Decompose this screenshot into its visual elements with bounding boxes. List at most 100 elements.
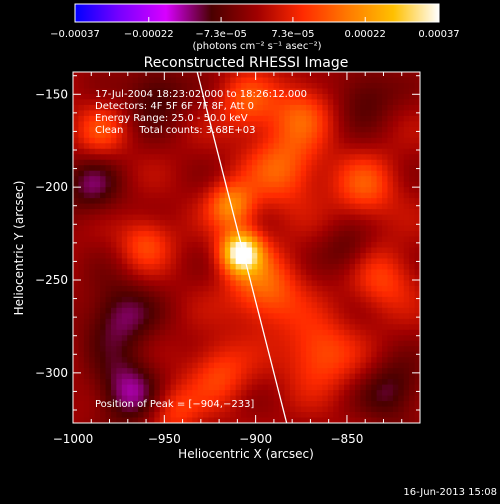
heatmap-cell	[83, 247, 90, 254]
heatmap-cell	[295, 373, 302, 380]
annotation-line: Detectors: 4F 5F 6F 7F 8F, Att 0	[95, 101, 254, 112]
heatmap-cell	[78, 209, 85, 216]
heatmap-cell	[192, 132, 199, 139]
heatmap-cell	[409, 132, 416, 139]
heatmap-cell	[241, 187, 248, 194]
heatmap-cell	[110, 296, 117, 303]
heatmap-cell	[268, 126, 275, 133]
heatmap-cell	[279, 148, 286, 155]
heatmap-cell	[197, 373, 204, 380]
heatmap-cell	[219, 357, 226, 364]
heatmap-cell	[403, 93, 410, 101]
heatmap-cell	[273, 165, 280, 172]
heatmap-cell	[94, 307, 101, 314]
heatmap-cell	[398, 307, 405, 314]
heatmap-cell	[409, 170, 416, 177]
heatmap-cell	[354, 154, 361, 161]
heatmap-cell	[251, 362, 258, 369]
heatmap-cell	[322, 198, 329, 205]
heatmap-cell	[241, 104, 248, 111]
heatmap-cell	[246, 115, 253, 122]
heatmap-cell	[316, 329, 323, 336]
heatmap-cell	[344, 379, 351, 386]
heatmap-cell	[192, 121, 199, 128]
heatmap-cell	[235, 77, 242, 84]
heatmap-cell	[73, 137, 80, 144]
heatmap-cell	[262, 170, 269, 177]
heatmap-cell	[251, 176, 258, 183]
heatmap-cell	[203, 346, 210, 353]
heatmap-cell	[284, 401, 291, 408]
heatmap-cell	[176, 165, 183, 172]
heatmap-cell	[241, 126, 248, 133]
heatmap-cell	[213, 340, 220, 347]
heatmap-cell	[89, 159, 96, 166]
heatmap-cell	[289, 395, 296, 402]
heatmap-cell	[230, 159, 237, 166]
heatmap-cell	[165, 280, 172, 287]
heatmap-cell	[300, 93, 307, 101]
heatmap-cell	[208, 313, 215, 320]
heatmap-cell	[349, 192, 356, 199]
heatmap-cell	[246, 247, 253, 254]
heatmap-cell	[159, 324, 166, 331]
heatmap-cell	[148, 225, 155, 232]
heatmap-cell	[376, 192, 383, 199]
heatmap-cell	[322, 362, 329, 369]
heatmap-cell	[110, 412, 117, 419]
heatmap-cell	[78, 220, 85, 227]
heatmap-cell	[154, 335, 161, 342]
heatmap-cell	[89, 329, 96, 336]
heatmap-cell	[89, 302, 96, 309]
heatmap-cell	[382, 351, 389, 358]
heatmap-cell	[403, 170, 410, 177]
heatmap-cell	[203, 412, 210, 419]
heatmap-cell	[322, 88, 329, 95]
heatmap-cell	[138, 329, 145, 336]
heatmap-cell	[203, 390, 210, 397]
heatmap-cell	[257, 296, 264, 303]
heatmap-cell	[121, 346, 128, 353]
heatmap-cell	[246, 346, 253, 353]
heatmap-cell	[186, 159, 193, 166]
heatmap-cell	[360, 357, 367, 364]
heatmap-cell	[311, 274, 318, 281]
heatmap-cell	[246, 148, 253, 155]
heatmap-cell	[105, 198, 112, 205]
heatmap-cell	[327, 373, 334, 380]
heatmap-cell	[392, 384, 399, 391]
heatmap-cell	[143, 258, 150, 265]
heatmap-cell	[354, 384, 361, 391]
heatmap-cell	[83, 93, 90, 101]
heatmap-cell	[295, 258, 302, 265]
heatmap-cell	[289, 209, 296, 216]
heatmap-cell	[100, 242, 107, 249]
heatmap-cell	[257, 406, 264, 413]
heatmap-cell	[224, 351, 231, 358]
heatmap-cell	[235, 318, 242, 325]
heatmap-cell	[73, 198, 80, 205]
heatmap-cell	[349, 121, 356, 128]
heatmap-cell	[176, 318, 183, 325]
heatmap-cell	[235, 203, 242, 210]
heatmap-cell	[306, 362, 313, 369]
heatmap-cell	[100, 176, 107, 183]
heatmap-cell	[273, 236, 280, 243]
heatmap-cell	[392, 82, 399, 90]
heatmap-cell	[349, 214, 356, 221]
heatmap-cell	[94, 406, 101, 413]
heatmap-cell	[110, 203, 117, 210]
heatmap-cell	[192, 368, 199, 375]
heatmap-cell	[132, 137, 139, 144]
heatmap-cell	[132, 88, 139, 95]
heatmap-cell	[83, 170, 90, 177]
heatmap-cell	[159, 143, 166, 150]
heatmap-cell	[224, 77, 231, 84]
heatmap-cell	[208, 417, 215, 423]
heatmap-cell	[127, 274, 134, 281]
heatmap-cell	[268, 395, 275, 402]
heatmap-cell	[116, 346, 123, 353]
heatmap-cell	[94, 417, 101, 423]
heatmap-cell	[219, 401, 226, 408]
heatmap-cell	[409, 225, 416, 232]
